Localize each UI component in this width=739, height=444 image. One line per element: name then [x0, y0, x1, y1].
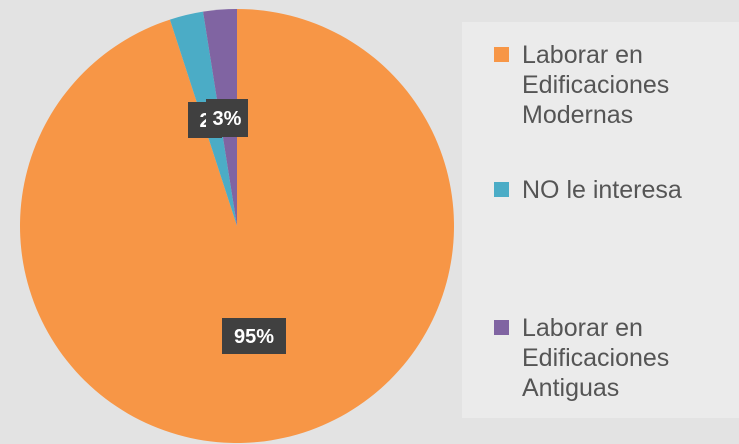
- legend-label-no-interesa: NO le interesa: [522, 176, 682, 204]
- svg-text:95%: 95%: [234, 326, 274, 348]
- legend-panel: [462, 22, 739, 418]
- legend-label-antiguas: Laborar en Edificaciones Antiguas: [522, 314, 670, 402]
- legend-label-modernas: Laborar en Edificaciones Modernas: [522, 41, 670, 129]
- legend-swatch-modernas: [494, 47, 509, 62]
- svg-text:3%: 3%: [213, 108, 242, 130]
- svg-text:2: 2: [199, 110, 210, 132]
- legend-swatch-antiguas: [494, 320, 509, 335]
- data-label-antiguas: 3%: [206, 99, 248, 137]
- legend-swatch-no-interesa: [494, 182, 509, 197]
- data-label-modernas: 95%: [222, 318, 286, 354]
